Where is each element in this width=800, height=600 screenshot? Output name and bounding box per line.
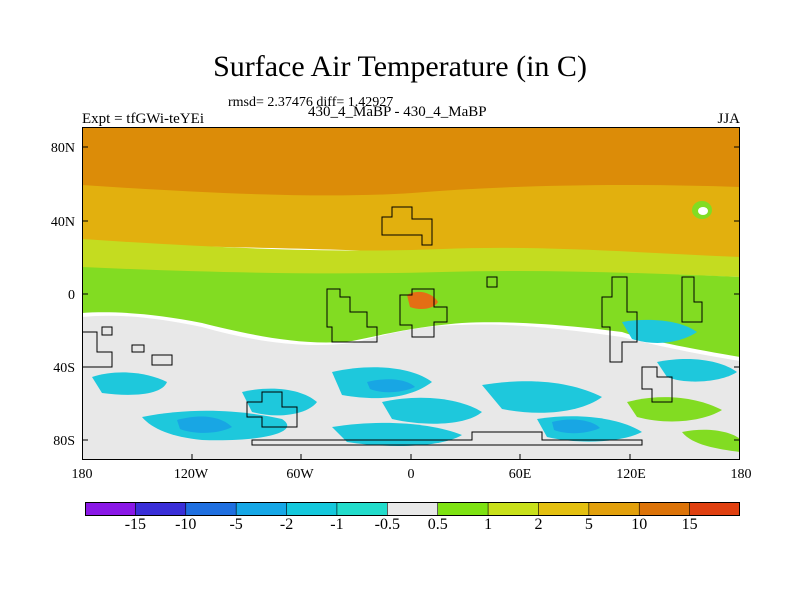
case-label: 430_4_MaBP - 430_4_MaBP	[308, 104, 487, 120]
lat-label-40s: 40S	[53, 361, 75, 376]
colorbar-cell	[135, 502, 187, 516]
colorbar-cell	[487, 502, 540, 516]
colorbar-cell	[336, 502, 388, 516]
colorbar	[85, 502, 740, 516]
stats-text: rmsd= 2.37476 diff= 1.42927	[228, 95, 394, 110]
colorbar-label: 0.5	[427, 516, 448, 533]
colorbar-cell	[638, 502, 691, 516]
cold-patches-deeper	[177, 379, 600, 434]
lon-label-60w: 60W	[286, 467, 314, 482]
colorbar-label: 15	[681, 516, 698, 533]
colorbar-label: 1	[484, 516, 493, 533]
colorbar-cell	[689, 502, 740, 516]
colorbar-cell	[387, 502, 439, 516]
colorbar-label: -2	[279, 516, 294, 533]
colorbar-cell	[437, 502, 489, 516]
lat-label-40n: 40N	[50, 215, 75, 230]
colorbar-label: -10	[175, 516, 197, 533]
lon-label-180w: 180	[71, 467, 93, 482]
lon-label-60e: 60E	[508, 467, 532, 482]
colorbar-label: 2	[534, 516, 543, 533]
region-deep-orange-patch	[407, 291, 438, 310]
temperature-map	[82, 127, 740, 460]
warm-patches-south	[627, 397, 740, 452]
colorbar-cell	[588, 502, 640, 516]
map-title: Surface Air Temperature (in C)	[213, 50, 587, 83]
band-green-tropics	[82, 267, 740, 357]
band-gold	[82, 185, 740, 262]
colorbar-label: -15	[124, 516, 147, 533]
lat-label-80s: 80S	[53, 434, 75, 449]
colorbar-frame	[85, 502, 740, 516]
colorbar-label: 10	[631, 516, 648, 533]
lat-label-0: 0	[68, 288, 75, 303]
experiment-label: Expt = tfGWi-teYEi	[82, 111, 204, 127]
season-label: JJA	[717, 111, 740, 127]
colorbar-label: 5	[584, 516, 593, 533]
lon-label-120w: 120W	[173, 467, 209, 482]
colorbar-label: -0.5	[374, 516, 400, 533]
tick-marks	[82, 146, 740, 460]
colorbar-cell	[85, 502, 136, 516]
lon-label-180e: 180	[730, 467, 752, 482]
colorbar-cell	[286, 502, 338, 516]
colorbar-cell	[185, 502, 237, 516]
colorbar-label: -1	[330, 516, 344, 533]
hot-spot-inner	[698, 207, 708, 215]
lon-label-0: 0	[407, 467, 415, 482]
coastlines	[82, 206, 703, 446]
colorbar-cell	[235, 502, 288, 516]
lon-label-120e: 120E	[616, 467, 646, 482]
band-yellow	[82, 239, 740, 277]
colorbar-cell	[538, 502, 590, 516]
colorbar-label: -5	[229, 516, 243, 533]
lat-label-80n: 80N	[50, 141, 75, 156]
